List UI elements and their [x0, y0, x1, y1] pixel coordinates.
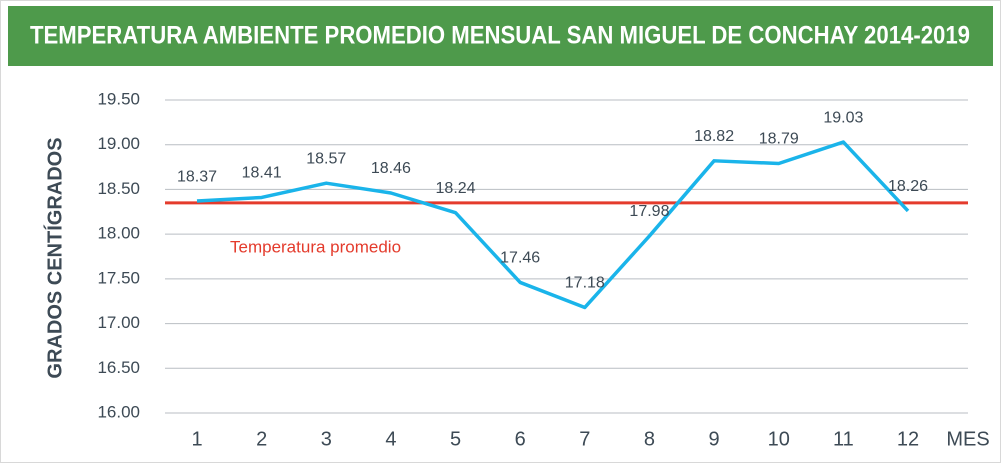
line-series: [196, 140, 910, 310]
y-tick-label: 16.00: [97, 402, 140, 421]
reference-label: Temperatura promedio: [230, 237, 401, 256]
data-label: 17.46: [500, 250, 540, 267]
x-tick-label: 2: [256, 428, 267, 450]
data-label: 18.82: [694, 128, 734, 145]
x-tick-label: 5: [450, 428, 461, 450]
data-label: 18.26: [888, 178, 928, 195]
y-tick-label: 17.50: [97, 268, 140, 287]
x-tick-label: 12: [897, 428, 919, 450]
data-label: 18.37: [177, 168, 217, 185]
y-tick-label: 19.00: [97, 134, 140, 153]
data-label: 18.41: [242, 165, 282, 182]
x-tick-label: 1: [191, 428, 202, 450]
x-tick-label: 7: [579, 428, 590, 450]
y-tick-label: 18.00: [97, 224, 140, 243]
y-tick-label: 17.00: [97, 313, 140, 332]
data-label: 18.57: [306, 150, 346, 167]
x-tick-label: 6: [515, 428, 526, 450]
chart-title: TEMPERATURA AMBIENTE PROMEDIO MENSUAL SA…: [30, 22, 970, 50]
x-tick-label: 10: [768, 428, 790, 450]
x-tick-label: 3: [321, 428, 332, 450]
data-label: 18.46: [371, 160, 411, 177]
y-tick-label: 18.50: [97, 179, 140, 198]
data-label: 18.79: [759, 131, 799, 148]
x-tick-label: 8: [644, 428, 655, 450]
x-tick-label: 4: [385, 428, 396, 450]
data-label: 17.98: [629, 203, 669, 220]
title-banner: [8, 6, 993, 66]
x-tick-label: 11: [833, 428, 854, 450]
data-label: 17.18: [565, 275, 605, 292]
x-axis-label: MES: [946, 428, 989, 450]
data-label: 19.03: [823, 109, 863, 126]
data-label: 18.24: [436, 180, 476, 197]
x-tick-label: 9: [709, 428, 720, 450]
y-axis-label: GRADOS CENTÍGRADOS: [43, 137, 66, 378]
y-tick-label: 16.50: [97, 358, 140, 377]
y-tick-label: 19.50: [97, 89, 140, 108]
